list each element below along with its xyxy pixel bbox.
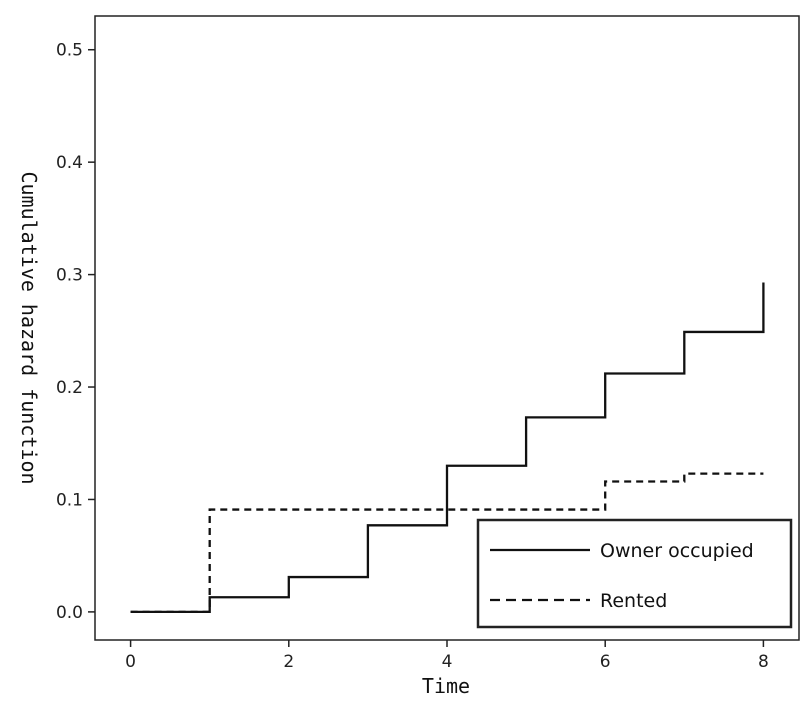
- x-tick-label: 8: [758, 652, 769, 672]
- legend-box: [476, 518, 793, 629]
- y-tick-label: 0.3: [56, 266, 83, 286]
- series-line-rented: [130, 472, 764, 614]
- x-tick-label: 4: [442, 652, 453, 672]
- y-axis-label: Cumulative hazard function: [17, 171, 41, 484]
- y-tick-label: 0.1: [56, 490, 83, 510]
- x-axis: 0 2 4 6 8: [125, 640, 769, 672]
- series-line-owner-occupied: [130, 282, 765, 614]
- y-tick-label: 0.4: [56, 153, 83, 173]
- legend-label-rented: Rented: [600, 590, 667, 612]
- legend: Owner occupied Rented: [476, 518, 793, 629]
- x-tick-label: 6: [600, 652, 611, 672]
- x-tick-label: 0: [125, 652, 136, 672]
- y-tick-label: 0.5: [56, 41, 83, 61]
- y-tick-label: 0.0: [56, 603, 83, 623]
- legend-label-owner-occupied: Owner occupied: [600, 540, 754, 562]
- x-tick-label: 2: [283, 652, 294, 672]
- x-axis-label: Time: [422, 674, 470, 698]
- series-layer: [130, 282, 765, 614]
- y-tick-label: 0.2: [56, 378, 83, 398]
- y-axis: 0.0 0.1 0.2 0.3 0.4 0.5: [56, 41, 95, 623]
